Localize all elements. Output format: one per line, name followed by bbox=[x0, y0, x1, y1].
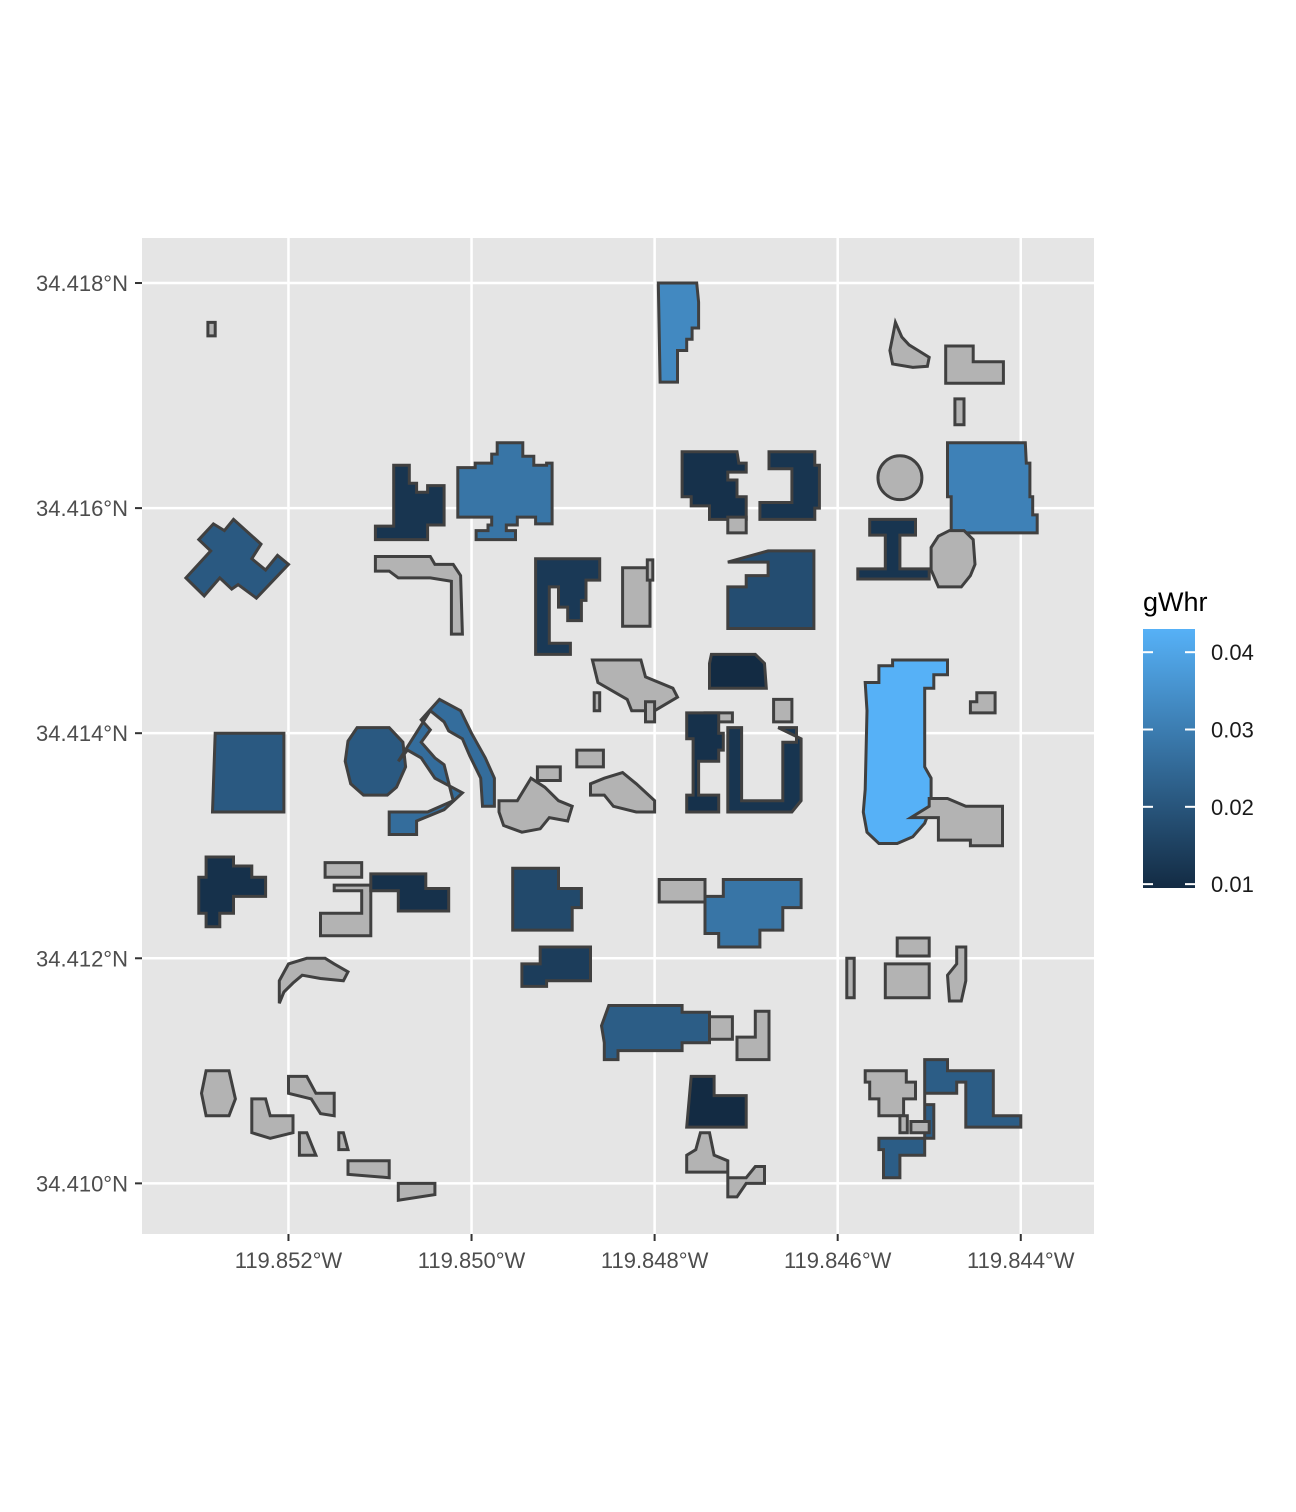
building-polygon bbox=[657, 878, 707, 904]
building-polygon bbox=[396, 1181, 437, 1202]
building-polygon bbox=[945, 945, 968, 1003]
building-polygon bbox=[534, 557, 602, 656]
x-tick-label: 119.852°W bbox=[235, 1248, 343, 1273]
building-polygon bbox=[346, 1159, 391, 1180]
building-polygon bbox=[373, 463, 446, 542]
building-polygon bbox=[250, 1097, 295, 1140]
building-polygon bbox=[685, 1131, 766, 1199]
building-polygon bbox=[656, 281, 701, 384]
building-polygon bbox=[726, 549, 816, 630]
building-polygon bbox=[772, 697, 794, 724]
building-polygon bbox=[323, 861, 364, 879]
building-polygon bbox=[575, 748, 605, 769]
building-polygon bbox=[592, 691, 602, 713]
building-polygon bbox=[373, 555, 464, 636]
building-polygon bbox=[520, 945, 592, 988]
building-polygon bbox=[685, 711, 725, 814]
building-polygon bbox=[685, 1074, 748, 1129]
building-polygon bbox=[946, 441, 1039, 535]
building-polygon bbox=[735, 1009, 771, 1062]
building-polygon bbox=[319, 883, 373, 938]
y-tick-label: 34.414°N bbox=[36, 721, 128, 746]
building-polygon bbox=[644, 700, 657, 724]
y-tick-label: 34.416°N bbox=[36, 496, 128, 521]
building-polygon bbox=[197, 855, 268, 929]
legend-tick-label: 0.01 bbox=[1211, 872, 1254, 897]
x-tick-label: 119.848°W bbox=[601, 1248, 709, 1273]
building-polygon bbox=[708, 1015, 734, 1041]
building-polygon bbox=[277, 956, 350, 1004]
building-polygon bbox=[929, 529, 977, 589]
legend: gWhr 0.04 0.03 0.02 0.01 bbox=[1143, 587, 1254, 897]
building-polygon bbox=[387, 697, 496, 836]
building-polygon bbox=[511, 866, 583, 932]
legend-tick-label: 0.03 bbox=[1211, 718, 1254, 743]
building-polygon bbox=[968, 691, 997, 715]
x-tick-label: 119.844°W bbox=[967, 1248, 1075, 1273]
building-polygon bbox=[845, 956, 856, 1000]
building-polygon bbox=[343, 726, 408, 797]
building-polygon bbox=[599, 1004, 711, 1062]
building-polygon bbox=[680, 450, 748, 521]
building-polygon bbox=[199, 1069, 237, 1118]
building-polygon bbox=[726, 515, 748, 535]
x-tick-label: 119.850°W bbox=[418, 1248, 526, 1273]
building-polygon bbox=[183, 517, 291, 601]
building-polygon bbox=[497, 776, 575, 834]
legend-colorbar bbox=[1143, 629, 1195, 888]
building-polygon bbox=[856, 517, 931, 581]
building-polygon bbox=[883, 962, 931, 1000]
building-polygon bbox=[210, 731, 286, 814]
building-polygon bbox=[898, 1114, 909, 1135]
building-polygon bbox=[535, 765, 562, 782]
building-polygon bbox=[905, 797, 1004, 848]
building-polygon bbox=[337, 1131, 350, 1152]
building-polygon bbox=[895, 936, 931, 958]
building-polygon bbox=[888, 317, 931, 369]
building-polygon bbox=[703, 878, 803, 949]
building-polygon bbox=[621, 566, 652, 628]
building-polygon bbox=[206, 320, 217, 338]
y-tick-label: 34.410°N bbox=[36, 1171, 128, 1196]
axes: 119.852°W 119.850°W 119.848°W 119.846°W 119.… bbox=[36, 271, 1075, 1273]
building-polygon bbox=[877, 1058, 1023, 1180]
legend-title: gWhr bbox=[1143, 587, 1208, 617]
building-polygon bbox=[708, 652, 768, 690]
building-polygon bbox=[861, 658, 949, 845]
building-polygon bbox=[909, 1120, 931, 1135]
building-polygon bbox=[645, 558, 655, 582]
building-polygon bbox=[589, 770, 657, 814]
legend-tick-label: 0.02 bbox=[1211, 795, 1254, 820]
building-polygon bbox=[287, 1074, 336, 1118]
building-polygon bbox=[456, 441, 554, 542]
y-tick-label: 34.418°N bbox=[36, 271, 128, 296]
buildings-layer bbox=[183, 281, 1039, 1202]
x-tick-label: 119.846°W bbox=[784, 1248, 892, 1273]
legend-tick-label: 0.04 bbox=[1211, 640, 1254, 665]
building-polygon bbox=[758, 450, 821, 521]
building-polygon bbox=[944, 344, 1005, 385]
building-polygon bbox=[876, 454, 924, 502]
building-polygon bbox=[297, 1131, 319, 1157]
building-polygon bbox=[726, 726, 803, 814]
building-polygon bbox=[953, 397, 966, 427]
building-polygon bbox=[590, 658, 680, 713]
building-polygon bbox=[369, 872, 451, 913]
y-tick-label: 34.412°N bbox=[36, 946, 128, 971]
